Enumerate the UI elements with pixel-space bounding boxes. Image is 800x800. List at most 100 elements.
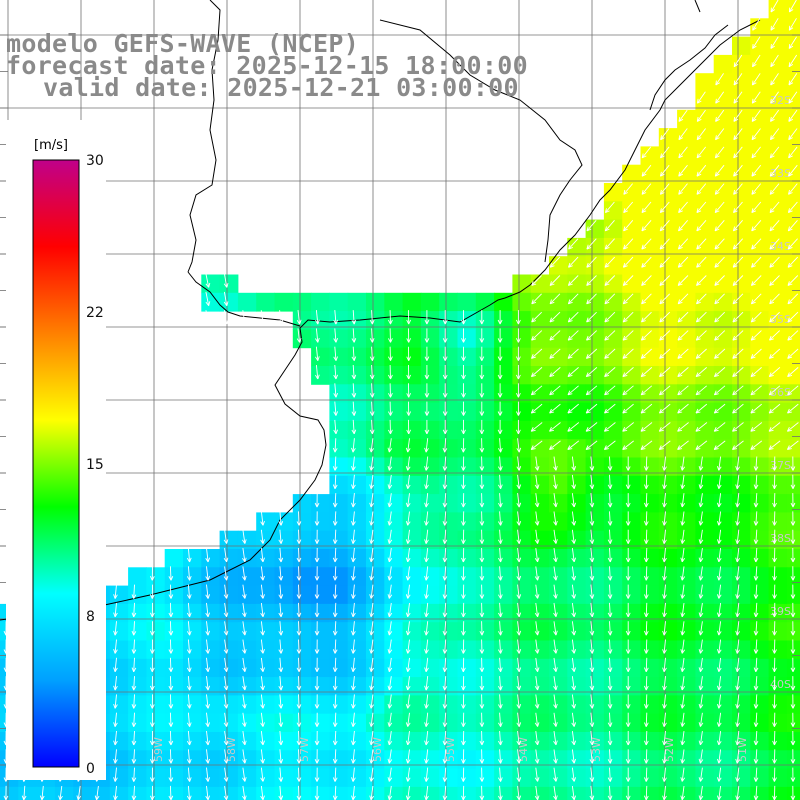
wind-speed-cell <box>567 768 587 788</box>
wind-speed-cell <box>146 768 166 788</box>
wind-speed-cell <box>695 146 715 166</box>
wind-speed-cell <box>494 622 513 641</box>
wind-speed-cell <box>567 329 587 349</box>
wind-speed-cell <box>183 549 202 568</box>
wind-arrow <box>296 566 302 581</box>
wind-arrow <box>369 511 374 526</box>
wind-arrow <box>751 91 761 104</box>
wind-speed-cell <box>256 786 275 800</box>
wind-speed-cell <box>786 18 800 38</box>
wind-speed-cell <box>475 713 495 733</box>
wind-speed-cell <box>530 457 550 477</box>
wind-speed-cell <box>603 713 623 733</box>
wind-arrow <box>534 511 540 526</box>
wind-speed-cell <box>219 274 239 294</box>
wind-speed-cell <box>786 750 800 770</box>
wind-speed-cell <box>768 567 788 587</box>
wind-speed-cell <box>366 603 385 623</box>
wind-speed-cell <box>750 567 770 587</box>
wind-speed-cell <box>530 549 550 568</box>
wind-speed-cell <box>457 329 477 349</box>
wind-speed-cell <box>658 347 678 367</box>
wind-arrow <box>369 401 375 416</box>
wind-speed-cell <box>366 311 385 330</box>
wind-arrow <box>461 419 466 435</box>
wind-arrow <box>696 128 706 141</box>
wind-arrow <box>534 529 540 544</box>
wind-arrow <box>424 346 430 361</box>
wind-speed-cell <box>256 603 275 623</box>
wind-speed-cell <box>384 603 404 623</box>
wind-speed-cell <box>439 640 458 660</box>
wind-arrow <box>604 385 616 396</box>
wind-arrow <box>735 474 740 490</box>
wind-arrow <box>332 602 338 618</box>
wind-arrow <box>662 474 667 490</box>
border-uruguay <box>187 0 221 273</box>
wind-speed-cell <box>384 768 404 788</box>
wind-speed-cell <box>494 549 513 568</box>
wind-speed-cell <box>695 73 715 92</box>
wind-arrow <box>567 422 580 432</box>
wind-speed-cell <box>420 640 440 660</box>
wind-arrow <box>643 474 649 490</box>
wind-speed-cell <box>567 439 587 458</box>
wind-speed-cell <box>622 622 641 641</box>
wind-speed-cell <box>256 677 275 696</box>
wind-arrow <box>314 493 320 508</box>
wind-speed-cell <box>622 420 641 440</box>
wind-speed-cell <box>457 494 477 513</box>
latitude-label: 35S <box>770 313 791 326</box>
wind-arrow <box>585 440 598 450</box>
wind-speed-cell <box>677 201 696 221</box>
wind-arrow <box>497 383 503 398</box>
wind-speed-cell <box>750 439 770 458</box>
wind-speed-cell <box>732 567 751 587</box>
wind-speed-cell <box>274 549 294 568</box>
wind-speed-cell <box>768 109 788 129</box>
wind-speed-cell <box>658 439 678 458</box>
wind-speed-cell <box>622 219 641 239</box>
wind-arrow <box>714 201 725 214</box>
wind-arrow <box>479 365 485 380</box>
wind-arrow <box>479 493 485 508</box>
wind-speed-cell <box>732 713 751 733</box>
wind-speed-cell <box>585 549 605 568</box>
wind-speed-cell <box>567 713 587 733</box>
wind-arrow <box>732 403 744 414</box>
wind-speed-cell <box>366 366 385 385</box>
wind-arrow <box>698 474 704 489</box>
wind-arrow <box>604 367 616 378</box>
wind-arrow <box>571 529 577 544</box>
wind-arrow <box>604 275 616 286</box>
wind-arrow <box>242 566 247 581</box>
wind-speed-cell <box>750 292 770 312</box>
wind-arrow <box>498 602 503 618</box>
wind-speed-cell <box>786 91 800 111</box>
wind-speed-cell <box>695 347 715 367</box>
wind-speed-cell <box>786 292 800 312</box>
wind-speed-cell <box>494 457 513 477</box>
wind-speed-cell <box>475 512 495 532</box>
wind-arrow <box>461 365 466 380</box>
wind-arrow <box>369 493 374 508</box>
wind-speed-cell <box>347 402 367 422</box>
wind-arrow <box>553 493 558 508</box>
wind-speed-cell <box>622 512 641 532</box>
wind-speed-cell <box>732 54 751 74</box>
wind-arrow <box>369 548 374 563</box>
wind-speed-cell <box>713 274 733 294</box>
wind-speed-cell <box>713 622 733 641</box>
wind-speed-cell <box>732 237 751 257</box>
wind-speed-cell <box>695 311 715 330</box>
wind-speed-cell <box>585 677 605 696</box>
wind-arrow <box>278 584 284 599</box>
wind-arrow <box>733 128 743 141</box>
wind-arrow <box>549 385 561 396</box>
wind-arrow <box>369 328 375 343</box>
wind-speed-cell <box>768 512 788 532</box>
wind-speed-cell <box>640 786 660 800</box>
wind-arrow <box>713 440 726 450</box>
wind-speed-cell <box>732 549 751 568</box>
wind-arrow <box>223 602 229 618</box>
